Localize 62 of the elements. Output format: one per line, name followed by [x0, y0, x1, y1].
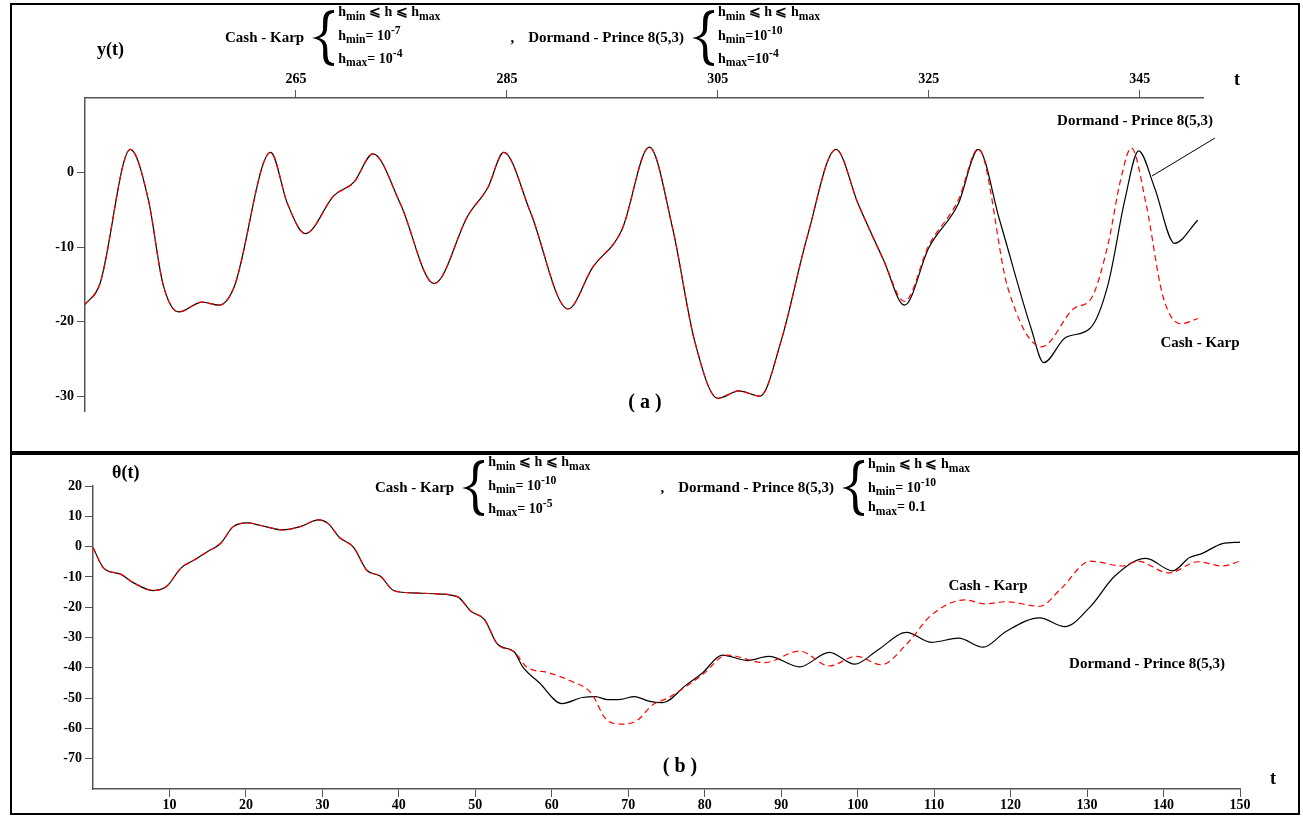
y-tick-label: -20 — [63, 598, 82, 614]
annotation: ( a ) — [628, 390, 662, 414]
text: h$_{min}$= 10$^{-7}$ — [338, 23, 402, 48]
x-tick-label: 110 — [924, 797, 945, 813]
y-tick-label: -20 — [55, 313, 74, 329]
text: h$_{min}$ ⩽ h ⩽ h$_{max}$ — [717, 4, 821, 24]
text: Dormand - Prince 8(5,3) — [1057, 111, 1213, 129]
annotation: ( b ) — [662, 754, 698, 778]
x-tick-label: 130 — [1076, 797, 1098, 813]
annotation: h$_{max}$= 10$^{-5}$ — [488, 497, 554, 521]
y-tick-label: 10 — [68, 507, 82, 523]
x-tick-label: 305 — [707, 71, 729, 87]
y-tick-label: -70 — [63, 750, 82, 766]
x-tick-label: 10 — [162, 797, 177, 813]
annotation: h$_{min}$= 10$^{-10}$ — [867, 476, 938, 500]
x-axis-title: t — [1270, 767, 1276, 788]
y-tick-label: 0 — [67, 164, 74, 180]
text: h$_{max}$=10$^{-4}$ — [717, 47, 780, 71]
y-tick-label: -40 — [63, 659, 82, 675]
y-tick-label: -30 — [63, 629, 82, 645]
text: Dormand - Prince 8(5,3) — [528, 29, 684, 47]
annotation: Cash - Karp — [375, 479, 455, 497]
y-tick-label: 0 — [75, 538, 82, 554]
y-tick-label: -10 — [63, 568, 82, 584]
text: h$_{max}$= 10$^{-4}$ — [338, 47, 404, 71]
x-tick-label: 40 — [391, 797, 406, 813]
x-tick-label: 265 — [285, 71, 307, 87]
x-axis-title: t — [1234, 68, 1240, 89]
x-tick-label: 120 — [1000, 797, 1022, 813]
x-tick-label: 30 — [315, 797, 330, 813]
x-tick-label: 140 — [1153, 797, 1175, 813]
annotation: Dormand - Prince 8(5,3) — [678, 479, 834, 497]
x-tick-label: 80 — [697, 797, 712, 813]
x-tick-label: 150 — [1229, 797, 1251, 813]
x-tick-label: 60 — [544, 797, 559, 813]
annotation: h$_{min}$= 10$^{-10}$ — [488, 473, 558, 498]
text: h$_{min}$=10$^{-10}$ — [717, 23, 784, 48]
x-tick-label: 345 — [1129, 71, 1151, 87]
x-tick-label: 50 — [468, 797, 483, 813]
y-tick-label: 20 — [68, 477, 82, 493]
text: Cash - Karp — [225, 29, 305, 47]
x-tick-label: 20 — [238, 797, 253, 813]
y-axis-title: y(t) — [97, 38, 124, 60]
text: h$_{min}$ ⩽ h ⩽ h$_{max}$ — [338, 4, 441, 24]
y-tick-label: -10 — [55, 238, 74, 254]
text: h$_{min}$ ⩽ h ⩽ h$_{max}$ — [488, 454, 591, 474]
y-axis-title: θ(t) — [112, 461, 140, 483]
y-tick-label: -50 — [63, 689, 82, 705]
text: , — [510, 29, 515, 47]
series-label: Cash - Karp — [948, 576, 1028, 593]
x-tick-label: 70 — [621, 797, 636, 813]
y-tick-label: -30 — [55, 387, 74, 403]
text: h$_{min}$ ⩽ h ⩽ h$_{max}$ — [867, 456, 971, 477]
y-tick-label: -60 — [63, 720, 82, 736]
annotation: , — [660, 479, 665, 497]
series-label: Dormand - Prince 8(5,3) — [1069, 654, 1225, 672]
x-tick-label: 90 — [774, 797, 789, 813]
x-tick-label: 285 — [496, 71, 518, 87]
x-tick-label: 325 — [918, 71, 940, 87]
x-tick-label: 100 — [847, 797, 869, 813]
annotation: h$_{max}$= 0.1 — [867, 498, 928, 519]
series-label: Cash - Karp — [1160, 333, 1240, 350]
